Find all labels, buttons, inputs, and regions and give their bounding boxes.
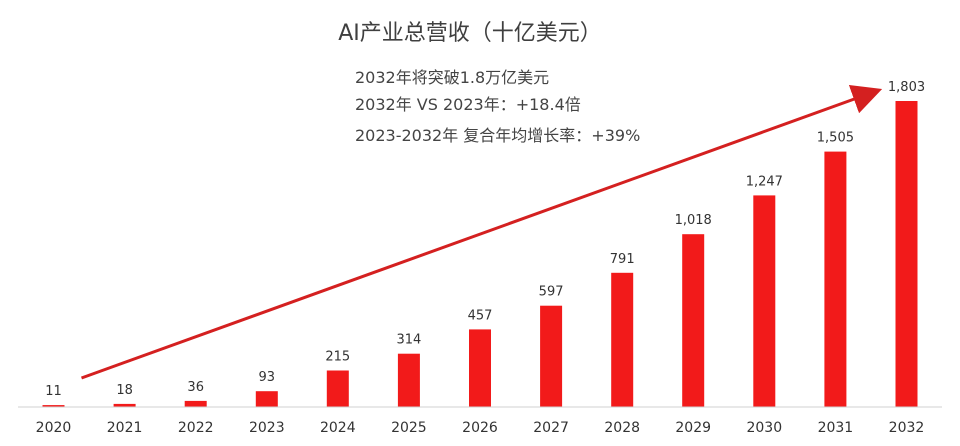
x-tick-2025: 2025: [391, 420, 427, 436]
x-tick-2026: 2026: [462, 420, 498, 436]
x-tick-2029: 2029: [675, 420, 711, 436]
value-label-2025: 314: [396, 333, 421, 348]
bar-2032: [895, 101, 918, 407]
x-axis-ticks: 2020 2021 2022 2023 2024 2025 2026 2027 2028 2029…: [36, 420, 925, 436]
bar-2026: [469, 329, 491, 407]
value-label-2028: 791: [610, 252, 635, 267]
trend-arrow: [80, 85, 883, 380]
value-label-2029: 1,018: [675, 213, 712, 228]
x-tick-2020: 2020: [36, 420, 72, 436]
value-label-2021: 18: [116, 383, 133, 398]
x-tick-2024: 2024: [320, 420, 356, 436]
bar-2029: [682, 234, 705, 407]
x-tick-2023: 2023: [249, 420, 285, 436]
bar-2028: [611, 272, 634, 407]
x-tick-2030: 2030: [746, 420, 782, 436]
value-label-2031: 1,505: [817, 131, 854, 146]
x-tick-2021: 2021: [107, 420, 143, 436]
labels-layer: 11 18 36 93 215 314 457 597 791 1,018 1,247 1,505 1,…: [45, 80, 925, 399]
bar-2020: [42, 405, 65, 407]
value-label-2024: 215: [325, 350, 350, 365]
bar-2025: [397, 353, 420, 407]
annotation-line-1: 2032年将突破1.8万亿美元: [355, 68, 549, 87]
value-label-2027: 597: [539, 285, 564, 300]
x-tick-2022: 2022: [178, 420, 214, 436]
bar-2024: [326, 370, 349, 407]
chart-title: AI产业总营收（十亿美元）: [338, 21, 602, 46]
bar-2022: [184, 400, 207, 407]
bars-layer: [42, 101, 918, 407]
bar-2023: [255, 391, 278, 407]
x-tick-2031: 2031: [818, 420, 854, 436]
value-label-2030: 1,247: [746, 174, 783, 189]
x-tick-2028: 2028: [604, 420, 640, 436]
bar-2031: [824, 151, 847, 407]
bar-2027: [540, 305, 563, 407]
value-label-2032: 1,803: [888, 80, 925, 95]
value-label-2020: 11: [45, 384, 62, 399]
x-tick-2032: 2032: [889, 420, 925, 436]
x-tick-2027: 2027: [533, 420, 569, 436]
bar-2030: [753, 195, 776, 407]
annotation-line-3: 2023-2032年 复合年均增长率：+39%: [355, 126, 640, 145]
value-label-2023: 93: [259, 370, 276, 385]
bar-2021: [113, 403, 136, 407]
value-label-2022: 36: [187, 380, 204, 395]
value-label-2026: 457: [468, 308, 493, 323]
annotation-line-2: 2032年 VS 2023年：+18.4倍: [355, 95, 581, 114]
